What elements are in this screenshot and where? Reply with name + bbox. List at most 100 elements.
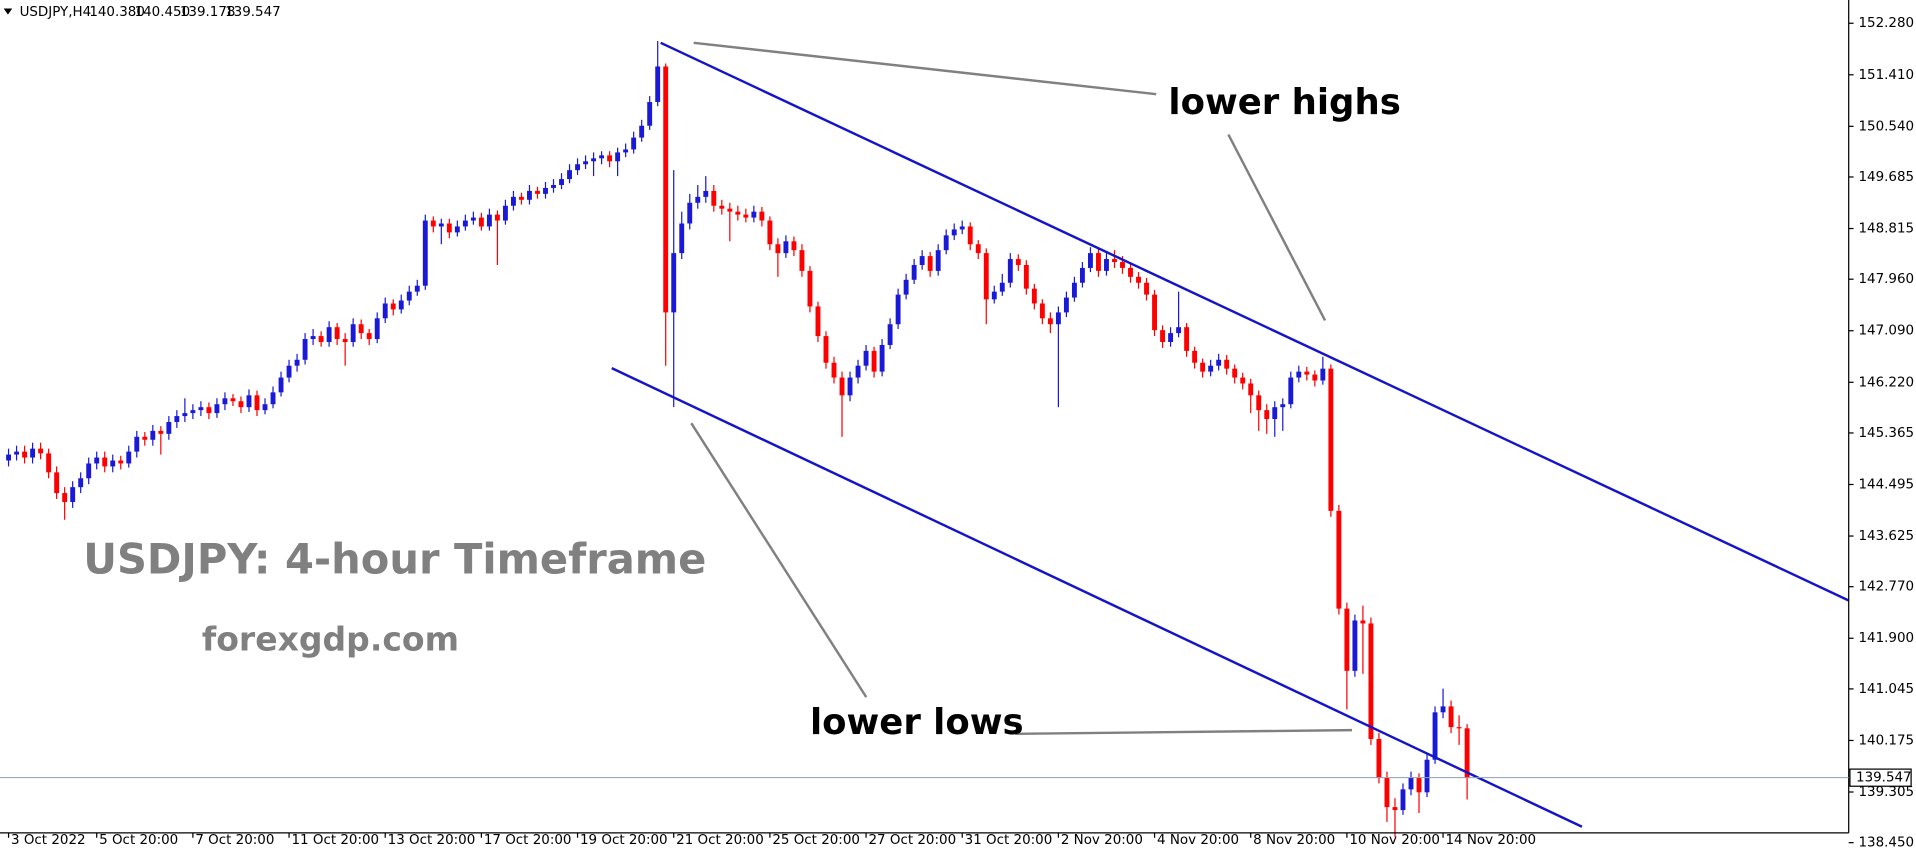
candle-body (743, 214, 749, 218)
candle-body (6, 454, 12, 461)
x-tick-label: 17 Oct 20:00 (484, 833, 572, 848)
candle-body (1176, 327, 1182, 334)
candle-body (951, 229, 957, 236)
candle-body (855, 365, 861, 378)
candle-body (382, 303, 388, 319)
annotation: lower lows (810, 702, 1024, 743)
candle-body (438, 223, 444, 227)
candle-body (1288, 377, 1294, 405)
candle-body (567, 170, 572, 180)
pointer-line (693, 41, 1157, 96)
candle-body (679, 223, 685, 254)
candle-body (1392, 807, 1398, 811)
candle-body (454, 226, 460, 233)
candle-body (230, 398, 236, 402)
candle-body (527, 190, 532, 200)
candle-body (278, 377, 284, 393)
candle-body (871, 350, 877, 372)
candle-body (270, 392, 276, 405)
candle-body (551, 184, 556, 188)
candle-body (238, 401, 244, 408)
y-tick-label: 147.960 (1858, 272, 1914, 287)
candle-body (1160, 330, 1166, 343)
candle-body (502, 205, 508, 221)
candle-body (46, 453, 52, 473)
candle-body (134, 436, 140, 452)
y-tick-label: 148.815 (1858, 222, 1914, 237)
candle-body (775, 244, 781, 254)
candle-body (1031, 288, 1037, 304)
candle-body (254, 395, 260, 411)
candle-body (358, 324, 364, 334)
candle-body (583, 161, 589, 165)
candle-body (510, 196, 516, 206)
candle-body (1096, 253, 1101, 271)
candle-body (991, 291, 997, 300)
y-tick-label: 140.175 (1858, 733, 1914, 748)
candle-body (1120, 262, 1125, 268)
menu-arrow[interactable] (3, 8, 13, 15)
candle-body (286, 365, 292, 378)
candle-body (222, 398, 228, 405)
candle-body (1408, 777, 1414, 790)
candle-body (1240, 377, 1246, 384)
candle-body (1280, 404, 1286, 408)
candle-body (414, 285, 420, 292)
upper-trend-line (660, 41, 1850, 602)
candle-body (1055, 312, 1061, 325)
x-tick-label: 3 Oct 2022 (11, 833, 86, 848)
candle-body (719, 205, 725, 209)
candle-body (406, 291, 412, 301)
y-tick-label: 142.770 (1858, 580, 1914, 595)
candle-body (687, 202, 693, 224)
candle-body (903, 279, 909, 295)
candle-body (54, 472, 60, 494)
y-tick-label: 152.280 (1858, 16, 1914, 31)
candle-body (911, 264, 917, 280)
candle-body (206, 407, 212, 414)
candle-body (1007, 259, 1013, 283)
x-tick-label: 10 Nov 20:00 (1349, 833, 1440, 848)
y-tick-label: 138.450 (1858, 836, 1914, 850)
candle-body (1352, 620, 1358, 671)
candle-body (14, 451, 20, 455)
candle-body (430, 220, 436, 227)
candle-body (1328, 368, 1334, 511)
candle-body (1184, 327, 1190, 351)
candle-body (1128, 267, 1133, 277)
x-tick-label: 13 Oct 20:00 (388, 833, 476, 848)
candle-body (607, 155, 613, 162)
candle-body (831, 362, 837, 378)
candle-body (655, 66, 661, 103)
candle-body (1192, 350, 1198, 363)
candle-body (1384, 777, 1390, 808)
x-tick-label: 31 Oct 20:00 (965, 833, 1053, 848)
candle-body (158, 430, 164, 434)
candle-body (615, 152, 621, 162)
last-price-tag (1849, 768, 1912, 787)
y-tick-label: 141.900 (1858, 631, 1914, 646)
candle-body (935, 250, 941, 271)
candle-body (1272, 407, 1278, 420)
candle-body (1456, 727, 1462, 729)
lower-trend-line (611, 367, 1583, 828)
candle-body (462, 220, 468, 227)
candle-body (983, 253, 989, 300)
candle-body (599, 155, 605, 159)
candle-body (1248, 383, 1254, 396)
candle-body (759, 211, 765, 221)
candle-body (1216, 359, 1222, 366)
candle-body (302, 339, 308, 360)
candle-body (623, 149, 629, 153)
symbol: USDJPY,H4 (20, 5, 92, 20)
y-tick-label: 145.365 (1858, 426, 1914, 441)
candle-body (446, 223, 452, 233)
candle-body (1432, 712, 1438, 760)
candle-body (214, 404, 220, 414)
candle-body (1071, 282, 1077, 298)
candle-body (1152, 294, 1158, 331)
candle-body (182, 413, 188, 417)
candle-body (390, 303, 396, 310)
last-price-label: 139.547 (1856, 771, 1912, 786)
